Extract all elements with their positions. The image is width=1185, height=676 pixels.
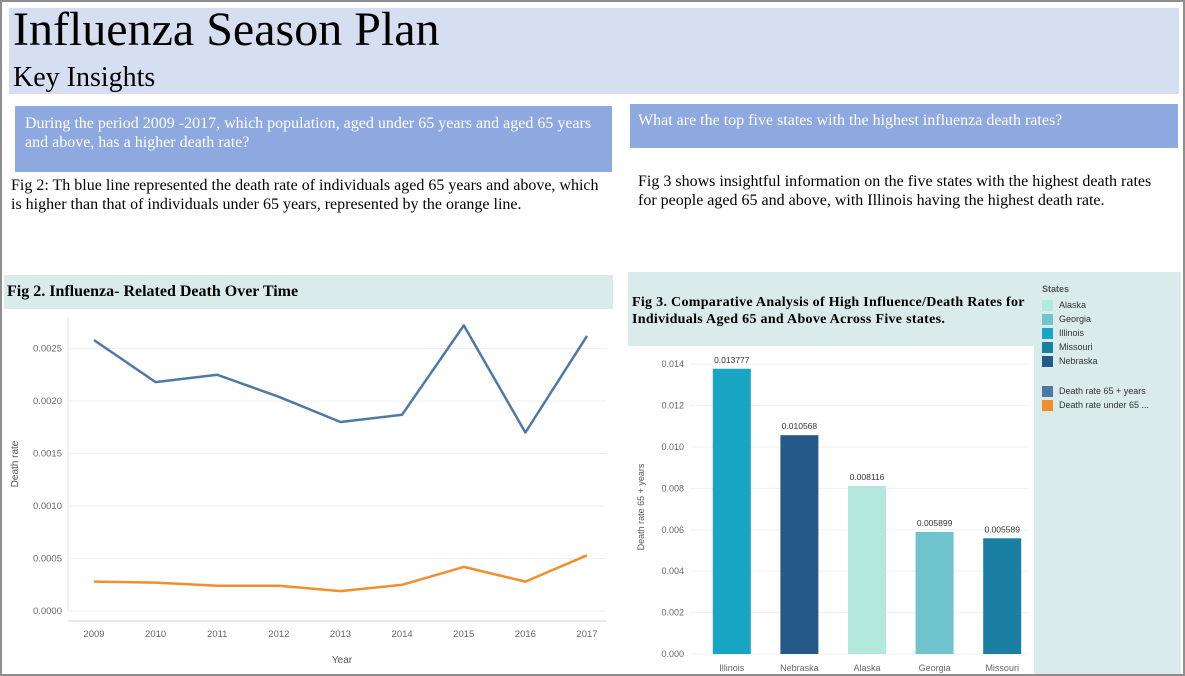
legend-label: Georgia (1059, 314, 1092, 324)
legend-item-alaska[interactable]: Alaska (1042, 298, 1149, 312)
fig3-panel: Fig 3. Comparative Analysis of High Infl… (628, 272, 1181, 674)
legend-item-georgia[interactable]: Georgia (1042, 312, 1149, 326)
x-tick-label: 2014 (392, 629, 413, 640)
bar-value-label: 0.005899 (917, 518, 953, 528)
bar-missouri (983, 538, 1022, 654)
x-tick-label: Missouri (985, 663, 1019, 673)
question-box-top-states: What are the top five states with the hi… (630, 104, 1178, 148)
legend-item-illinois[interactable]: Illinois (1042, 326, 1149, 340)
series-line-under-65 (93, 554, 588, 593)
question-text-age-groups: During the period 2009 -2017, which popu… (25, 115, 592, 151)
x-tick-label: 2015 (453, 629, 474, 640)
fig2-title-bar: Fig 2. Influenza- Related Death Over Tim… (4, 275, 613, 309)
line-chart: 0.0000 0.0005 0.0010 0.0015 0.0020 0.0025 2009… (10, 317, 606, 666)
fig3-plot-area (628, 346, 1034, 674)
bar-alaska (848, 485, 886, 654)
legend-item-missouri[interactable]: Missouri (1042, 340, 1149, 354)
fig2-description: Fig 2: Th blue line represented the deat… (11, 177, 599, 213)
legend-swatch (1042, 327, 1053, 339)
y-tick-label: 0.002 (661, 608, 684, 618)
x-tick-label: Illinois (719, 663, 745, 673)
y-tick-label: 0.0015 (33, 449, 62, 460)
bar-value-label: 0.013777 (714, 355, 750, 365)
y-tick-label: 0.000 (661, 649, 684, 659)
legend-label: Death rate under 65 ... (1059, 400, 1150, 410)
fig3-title: Fig 3. Comparative Analysis of High Infl… (632, 295, 1025, 327)
x-tick-label: Georgia (919, 663, 951, 673)
header-banner: Influenza Season Plan Key Insights (9, 3, 1179, 94)
legend-swatch (1042, 299, 1053, 311)
y-tick-label: 0.006 (661, 525, 684, 535)
x-axis-title: Year (332, 655, 353, 666)
bar-nebraska (780, 435, 819, 654)
x-tick-label: 2009 (83, 629, 104, 640)
y-tick-label: 0.0005 (33, 554, 62, 565)
legend-item-nebraska[interactable]: Nebraska (1042, 354, 1149, 368)
page-title: Influenza Season Plan (13, 3, 440, 56)
x-tick-label: 2011 (207, 629, 227, 640)
legend-swatch (1042, 313, 1053, 325)
question-box-age-groups: During the period 2009 -2017, which popu… (15, 106, 612, 172)
legend-swatch (1042, 341, 1053, 353)
page-subtitle: Key Insights (13, 62, 156, 93)
bar-value-label: 0.010568 (782, 421, 818, 431)
legend-item-65-plus[interactable]: Death rate 65 + years (1042, 384, 1149, 398)
bar-value-label: 0.005589 (984, 524, 1020, 534)
y-tick-label: 0.012 (661, 401, 684, 411)
bar-chart: 0.000 0.002 0.004 0.006 0.008 0.010 0.012 0.014… (636, 355, 1028, 673)
y-axis-title: Death rate 65 + years (636, 463, 646, 550)
legend: States Alaska Georgia Illinois Missouri … (1042, 284, 1149, 412)
question-text-top-states: What are the top five states with the hi… (638, 112, 1063, 129)
x-tick-label: Alaska (853, 663, 880, 673)
y-tick-label: 0.008 (661, 483, 684, 493)
legend-swatch (1042, 385, 1053, 397)
legend-label: Missouri (1059, 342, 1093, 352)
fig2-panel: Fig 2. Influenza- Related Death Over Tim… (4, 275, 613, 672)
x-tick-label: 2017 (576, 629, 597, 640)
fig3-description: Fig 3 shows insightful information on th… (638, 173, 1152, 209)
bar-illinois (712, 368, 751, 654)
x-tick-label: 2012 (268, 629, 289, 640)
legend-label: Nebraska (1059, 356, 1098, 366)
legend-label: Illinois (1059, 328, 1085, 338)
y-tick-label: 0.014 (661, 359, 684, 369)
legend-measures-list: Death rate 65 + years Death rate under 6… (1042, 384, 1149, 412)
legend-item-under-65[interactable]: Death rate under 65 ... (1042, 398, 1149, 412)
y-tick-label: 0.004 (661, 566, 684, 576)
legend-states-list: Alaska Georgia Illinois Missouri Nebrask… (1042, 298, 1149, 368)
legend-label: Death rate 65 + years (1059, 386, 1146, 396)
bar-value-label: 0.008116 (850, 472, 885, 482)
x-tick-label: 2013 (330, 629, 351, 640)
series-line-65-plus (93, 324, 589, 434)
legend-states-title: States (1042, 284, 1070, 294)
x-tick-label: 2016 (515, 629, 536, 640)
y-tick-label: 0.0000 (33, 606, 62, 617)
fig2-title: Fig 2. Influenza- Related Death Over Tim… (7, 283, 299, 300)
y-tick-label: 0.0020 (33, 396, 62, 407)
y-tick-label: 0.0010 (33, 501, 62, 512)
x-tick-label: 2010 (145, 629, 166, 640)
y-tick-label: 0.010 (661, 442, 684, 452)
y-axis-title: Death rate (10, 440, 21, 487)
x-tick-label: Nebraska (780, 663, 819, 673)
legend-swatch (1042, 399, 1053, 411)
legend-swatch (1042, 355, 1053, 367)
legend-label: Alaska (1059, 300, 1087, 310)
y-tick-label: 0.0025 (33, 344, 62, 355)
bar-georgia (915, 531, 954, 654)
